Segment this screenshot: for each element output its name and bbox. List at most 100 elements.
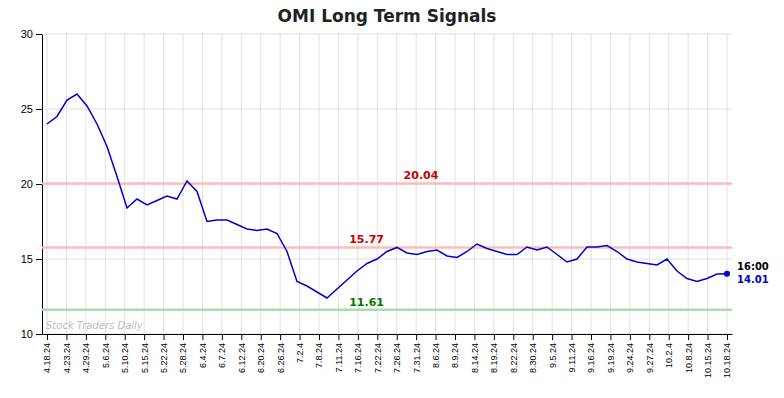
tick-label: 5.6.24 xyxy=(101,343,111,368)
tick-mark xyxy=(708,334,709,340)
tick-mark xyxy=(610,334,611,340)
tick-mark xyxy=(688,334,689,340)
tick-label: 10.2.4 xyxy=(664,343,674,368)
x-axis: 4.18.24 4.23.24 4.29.24 5.6.24 5.10.24 5.15.2… xyxy=(42,334,732,378)
x-tick: 5.22.24 xyxy=(159,334,169,373)
x-tick: 4.18.24 xyxy=(42,334,52,373)
tick-mark xyxy=(125,334,126,340)
tick-mark xyxy=(591,334,592,340)
tick-label: 5.10.24 xyxy=(120,343,130,373)
tick-mark xyxy=(338,334,339,340)
reference-line xyxy=(42,246,732,249)
tick-label: 7.31.24 xyxy=(412,343,422,373)
annotation: 16:00 xyxy=(737,261,769,272)
tick-label: 20 xyxy=(21,178,33,190)
reference-label: 15.77 xyxy=(349,233,384,246)
tick-label: 9.19.24 xyxy=(606,343,616,373)
tick-mark xyxy=(455,334,456,340)
tick-label: 9.5.24 xyxy=(548,343,558,368)
tick-mark xyxy=(86,334,87,340)
tick-label: 6.12.24 xyxy=(237,343,247,373)
tick-mark xyxy=(397,334,398,340)
tick-mark xyxy=(358,334,359,340)
tick-mark xyxy=(474,334,475,340)
tick-label: 5.15.24 xyxy=(140,343,150,373)
tick-label: 8.19.24 xyxy=(489,343,499,373)
reference-label: 20.04 xyxy=(404,169,439,182)
x-tick: 9.24.24 xyxy=(625,334,635,373)
x-tick: 8.6.24 xyxy=(431,334,441,368)
y-tick: 30 xyxy=(21,28,42,40)
tick-mark xyxy=(494,334,495,340)
tick-label: 7.22.24 xyxy=(373,343,383,373)
x-tick: 7.8.24 xyxy=(314,334,324,368)
tick-mark xyxy=(377,334,378,340)
x-tick: 4.23.24 xyxy=(62,334,72,373)
y-tick: 15 xyxy=(21,253,42,265)
y-tick: 10 xyxy=(21,328,42,340)
x-tick: 6.4.24 xyxy=(198,334,208,368)
x-tick: 10.18.24 xyxy=(722,334,732,378)
x-tick: 7.26.24 xyxy=(392,334,402,373)
reference-line xyxy=(42,182,732,185)
tick-mark xyxy=(416,334,417,340)
tick-label: 6.26.24 xyxy=(276,343,286,373)
tick-label: 15 xyxy=(21,253,33,265)
marks xyxy=(42,94,732,310)
labels: 20.0415.7711.6116:0014.01Stock Traders D… xyxy=(46,169,769,331)
tick-label: 7.2.4 xyxy=(295,343,305,363)
tick-label: 8.9.24 xyxy=(450,343,460,368)
tick-mark xyxy=(105,334,106,340)
tick-label: 5.28.24 xyxy=(178,343,188,373)
x-tick: 9.11.24 xyxy=(567,334,577,372)
x-tick: 6.26.24 xyxy=(276,334,286,373)
x-tick: 9.16.24 xyxy=(586,334,596,373)
tick-mark xyxy=(36,109,42,110)
tick-mark xyxy=(300,334,301,340)
tick-mark xyxy=(319,334,320,340)
x-tick: 5.6.24 xyxy=(101,334,111,368)
tick-mark xyxy=(241,334,242,340)
x-tick: 7.11.24 xyxy=(334,334,344,372)
x-tick: 9.27.24 xyxy=(645,334,655,373)
tick-mark xyxy=(649,334,650,340)
x-tick: 6.20.24 xyxy=(256,334,266,373)
plot: 4.18.24 4.23.24 4.29.24 5.6.24 5.10.24 5.15.2… xyxy=(21,28,769,378)
tick-mark xyxy=(66,334,67,340)
tick-mark xyxy=(261,334,262,340)
tick-label: 7.8.24 xyxy=(314,343,324,368)
tick-label: 8.14.24 xyxy=(470,343,480,373)
tick-label: 10 xyxy=(21,328,33,340)
x-tick: 7.22.24 xyxy=(373,334,383,373)
y-tick: 25 xyxy=(21,103,42,115)
reference-line xyxy=(42,309,732,312)
x-tick: 8.9.24 xyxy=(450,334,460,368)
tick-mark xyxy=(513,334,514,340)
tick-label: 9.11.24 xyxy=(567,343,577,372)
tick-mark xyxy=(280,334,281,340)
tick-label: 9.24.24 xyxy=(625,343,635,373)
tick-label: 4.18.24 xyxy=(42,343,52,373)
tick-mark xyxy=(552,334,553,340)
y-tick: 20 xyxy=(21,178,42,190)
axis-line xyxy=(43,334,733,335)
reference-label: 11.61 xyxy=(349,296,384,309)
tick-label: 4.29.24 xyxy=(81,343,91,373)
tick-mark xyxy=(630,334,631,340)
x-tick: 8.14.24 xyxy=(470,334,480,373)
x-tick: 7.2.4 xyxy=(295,334,305,363)
y-axis: 10 15 20 25 30 xyxy=(21,28,43,340)
grid-line xyxy=(42,109,732,110)
tick-label: 9.27.24 xyxy=(645,343,655,373)
tick-label: 6.4.24 xyxy=(198,343,208,368)
tick-label: 10.15.24 xyxy=(703,343,713,378)
x-tick: 7.31.24 xyxy=(412,334,422,373)
x-tick: 4.29.24 xyxy=(81,334,91,373)
tick-label: 10.8.24 xyxy=(684,343,694,373)
title: OMI Long Term Signals xyxy=(278,6,497,26)
tick-mark xyxy=(669,334,670,340)
x-tick: 5.15.24 xyxy=(140,334,150,373)
x-tick: 5.28.24 xyxy=(178,334,188,373)
tick-label: 7.11.24 xyxy=(334,343,344,372)
price-line xyxy=(47,94,727,298)
